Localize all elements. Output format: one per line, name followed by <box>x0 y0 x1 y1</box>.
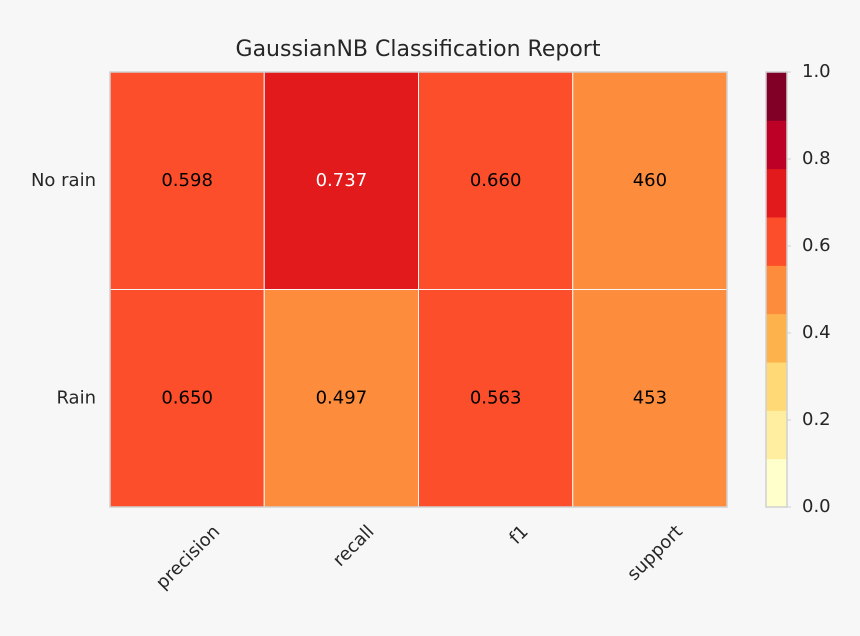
cell-label: 0.660 <box>470 170 522 191</box>
y-tick-label: No rain <box>31 170 96 191</box>
heatmap-cell <box>418 289 574 508</box>
cell-label: 460 <box>633 170 667 191</box>
colorbar-tick-label: 0.8 <box>802 148 831 169</box>
cell-label: 0.497 <box>316 387 368 408</box>
colorbar-frame <box>765 71 788 508</box>
cell-label: 0.563 <box>470 387 522 408</box>
y-tick-label: Rain <box>56 387 96 408</box>
heatmap-cell <box>572 71 728 290</box>
heatmap-cell <box>109 71 265 290</box>
colorbar-segment <box>766 217 787 266</box>
cell-label: 0.737 <box>316 170 368 191</box>
cell-label: 0.598 <box>161 170 213 191</box>
heatmap-cell <box>263 289 419 508</box>
cell-label: 453 <box>633 387 667 408</box>
colorbar-tick-label: 1.0 <box>802 61 831 82</box>
chart-title: GaussianNB Classification Report <box>236 37 601 62</box>
colorbar-segment <box>766 458 787 508</box>
colorbar-segment <box>766 410 787 460</box>
heatmap-cell <box>572 289 728 508</box>
colorbar-segment <box>766 120 787 170</box>
colorbar-segment <box>766 168 787 218</box>
colorbar-tick-label: 0.2 <box>802 409 831 430</box>
colorbar-segment <box>766 362 787 411</box>
colorbar-tick-label: 0.4 <box>802 322 831 343</box>
cell-label: 0.650 <box>161 387 213 408</box>
colorbar-segment <box>766 313 787 363</box>
heatmap-cell <box>418 71 574 290</box>
colorbar-segment <box>766 72 787 121</box>
colorbar-tick-label: 0.6 <box>802 235 831 256</box>
colorbar-segment <box>766 265 787 315</box>
colorbar-tick-label: 0.0 <box>802 496 831 517</box>
plot-frame <box>109 71 728 508</box>
